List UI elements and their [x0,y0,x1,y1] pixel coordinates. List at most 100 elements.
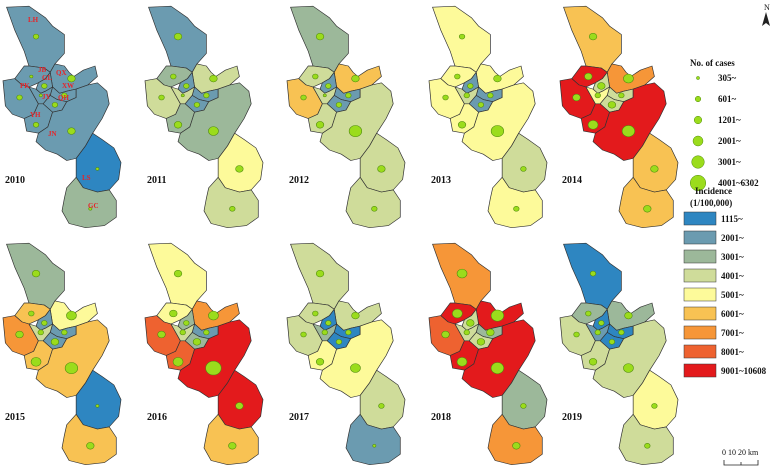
case-bubble-xw-2012 [345,92,352,99]
case-bubble-jy-2016 [179,329,186,336]
region-gc-2013 [487,176,543,229]
case-bubble-yh-2011 [173,121,183,129]
cases-legend-title: No. of cases [690,58,735,68]
cases-legend-symbol-0 [696,76,700,80]
case-bubble-gc-2019 [644,443,651,449]
case-bubble-jb-2011 [170,73,177,80]
case-bubble-pk-2012 [300,94,307,101]
case-bubble-pk-2011 [158,94,165,101]
district-label-yh: YH [30,111,41,119]
case-bubble-lh-2018 [456,268,468,279]
case-bubble-qh-2015 [50,338,60,346]
case-bubble-qh-2010 [51,102,59,108]
district-label-gl: GL [42,74,52,82]
incidence-legend-label-0: 1115~ [721,214,743,224]
cases-legend-label-5: 4001~6302 [718,178,759,188]
case-bubble-gl-2016 [183,320,190,326]
incidence-legend-swatch-0 [683,211,717,226]
case-bubble-jn-2011 [208,126,219,136]
incidence-legend-swatch-3 [683,268,717,283]
cases-legend-label-1: 601~ [718,94,737,104]
case-bubble-jn-2019 [623,363,634,373]
case-bubble-lh-2014 [588,32,598,41]
case-bubble-qh-2012 [335,102,343,108]
case-bubble-lh-2013 [458,33,466,40]
case-bubble-gc-2018 [512,442,521,450]
case-bubble-ls-2013 [520,166,527,172]
north-arrow-icon [762,12,770,26]
case-bubble-qx-2017 [351,311,360,320]
case-bubble-yh-2019 [588,358,598,366]
case-bubble-jy-2011 [180,93,185,98]
case-bubble-yh-2013 [457,121,467,129]
map-panel-2010 [2,5,122,229]
case-bubble-xw-2015 [61,329,68,336]
case-bubble-qx-2011 [209,74,218,83]
case-bubble-yh-2014 [587,120,599,130]
case-bubble-pk-2014 [572,93,581,102]
case-bubble-jb-2017 [312,310,319,317]
case-bubble-qh-2016 [192,338,202,346]
case-bubble-gc-2013 [513,206,520,212]
case-bubble-jb-2014 [584,72,593,81]
region-jn-2015 [35,319,110,398]
case-bubble-ls-2014 [650,165,659,173]
case-bubble-ls-2010 [95,167,100,171]
case-bubble-jb-2012 [312,73,319,80]
case-bubble-jy-2014 [594,92,601,99]
region-jn-2011 [177,82,252,161]
cases-legend-symbol-5 [689,174,707,192]
case-bubble-lh-2019 [589,270,597,277]
case-bubble-gl-2019 [598,320,605,326]
cases-legend-symbol-1 [694,95,702,103]
case-bubble-yh-2015 [30,357,42,367]
case-bubble-gl-2017 [325,320,332,326]
case-bubble-gl-2014 [597,82,606,90]
region-jn-2010 [35,82,110,161]
incidence-legend-label-4: 5001~ [721,290,744,300]
case-bubble-jy-2015 [37,329,44,336]
incidence-legend-label-5: 6001~ [721,309,744,319]
scale-bar-label: 0 10 20 km [722,448,759,457]
region-gc-2014 [618,176,674,229]
case-bubble-gc-2014 [643,205,652,213]
case-bubble-gl-2015 [41,320,48,326]
case-bubble-ls-2018 [520,403,527,409]
case-bubble-qh-2013 [477,102,485,108]
case-bubble-pk-2019 [573,331,580,338]
case-bubble-qh-2017 [335,339,343,345]
case-bubble-qh-2018 [476,338,486,346]
region-jn-2012 [319,82,394,161]
case-bubble-xw-2019 [618,329,625,336]
case-bubble-qx-2016 [208,310,219,321]
region-gc-2017 [345,413,401,466]
case-bubble-xw-2018 [486,328,495,337]
case-bubble-jn-2010 [67,127,76,135]
region-jn-2017 [319,319,394,398]
case-bubble-yh-2010 [32,122,40,128]
map-panel-2014 [559,5,679,229]
year-label-2012: 2012 [289,175,309,186]
case-bubble-jy-2013 [463,92,470,99]
incidence-legend-label-8: 9001~10608 [721,366,767,376]
case-bubble-ls-2012 [377,165,386,173]
case-bubble-gl-2018 [466,319,475,327]
region-jn-2019 [592,319,667,398]
incidence-legend-label-6: 7001~ [721,328,744,338]
case-bubble-ls-2019 [651,403,658,409]
year-label-2017: 2017 [289,412,309,423]
map-panel-2017 [286,242,406,466]
case-bubble-gl-2013 [467,83,474,89]
case-bubble-gl-2010 [41,83,48,89]
case-bubble-jb-2013 [454,73,461,80]
incidence-legend-swatch-7 [683,344,717,359]
region-gc-2015 [61,413,117,466]
case-bubble-jn-2018 [490,362,505,374]
case-bubble-lh-2016 [173,269,183,278]
incidence-legend-swatch-8 [683,363,717,378]
map-panels: 2010 2011 2012 2013 2014 2015 2016 2017 2018 2019… [2,5,679,466]
district-label-ls: LS [82,174,91,182]
case-bubble-jn-2013 [490,125,505,137]
case-bubble-jn-2016 [205,360,222,376]
case-bubble-gc-2015 [86,442,95,450]
